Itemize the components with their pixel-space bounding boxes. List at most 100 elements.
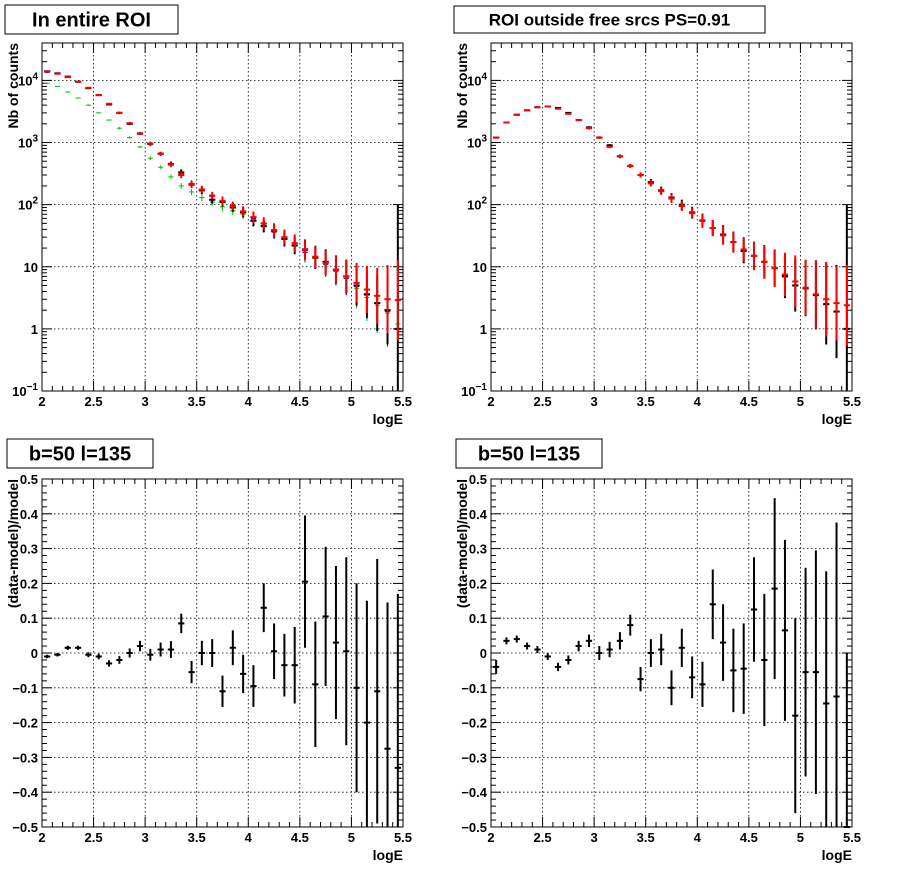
data-point [332,566,340,720]
data-point [833,522,840,827]
y-tick-label: 1 [480,322,487,337]
data-point [384,602,391,827]
x-tick-label: 4.5 [740,394,758,409]
x-axis: 2 2.5 3 3.5 4 4.5 5 5.5 [38,479,412,845]
data-point [792,618,799,814]
panel-title: b=50 l=135 [478,444,580,466]
y-tick-label: −0.1 [461,681,487,696]
y-tick-label: 0.3 [20,542,38,557]
data-point [116,656,123,664]
series-1 [44,82,401,368]
data-point [158,165,164,170]
data-point [85,104,91,106]
data-point [668,194,675,203]
panel-title-box: ROI outside free srcs PS=0.91 [453,5,766,34]
data-point [689,656,696,699]
data-point [312,621,319,747]
y-axis-title: (data-model)/model [454,479,470,608]
data-point [843,653,850,828]
y-tick-label: 0.5 [20,472,38,487]
data-point [260,217,267,230]
data-point [637,666,644,692]
data-point [209,191,216,200]
data-point [812,260,819,329]
title-frame [455,438,603,469]
y-tick-label: 103 [467,134,487,151]
data-point [384,265,391,334]
data-point [260,583,267,633]
data-point [606,145,613,149]
data-point [250,211,257,223]
x-tick-label: 2 [38,830,45,845]
data-point [781,539,789,721]
x-tick-label: 5.5 [394,394,412,409]
data-point [250,665,257,707]
plot-frame [41,42,404,392]
data-point [503,637,510,645]
y-tick-label: 10 [473,260,487,275]
x-tick-label: 2 [487,394,494,409]
x-tick-label: 4.5 [291,830,309,845]
data-point [524,642,531,650]
data-point [270,623,278,680]
panel-title-box: b=50 l=135 [6,438,154,469]
y-tick-label: 0.1 [469,611,487,626]
x-tick-label: 4.5 [740,830,758,845]
plot-panel-3: 2 2.5 3 3.5 4 4.5 5 5.5 −0.5 −0.4 −0.3 −0.2 −0.1 0 0.1… [5,438,412,863]
data-point [126,121,133,125]
data-point [240,654,247,694]
data-point [812,550,819,794]
data-point [322,250,329,276]
data-point [281,633,288,697]
x-axis-title: logE [822,411,852,427]
y-tick-label: 0.3 [469,542,487,557]
data-point [668,670,675,706]
data-point [802,567,809,777]
x-tick-label: 2 [487,830,494,845]
y-tick-label: −0.4 [461,785,487,800]
data-point [178,613,185,634]
data-point [493,659,500,674]
data-point [75,645,82,650]
data-point [534,106,541,109]
data-point [750,241,758,271]
y-tick-label: −0.2 [461,716,487,731]
data-point [105,102,113,105]
y-tick-label: 0 [31,646,38,661]
data-point [198,640,205,666]
data-point [116,126,122,130]
data-point [750,557,758,662]
data-point [699,661,706,707]
data-point [229,630,236,666]
data-point [301,240,309,261]
data-point [585,634,593,648]
data-point [199,193,205,202]
data-point [343,259,350,294]
data-point [281,229,288,245]
x-tick-label: 2.5 [85,394,103,409]
data-point [219,196,226,206]
data-point [647,180,654,187]
data-point [75,80,82,83]
data-point [85,652,92,658]
data-point [493,136,500,139]
y-axis: −0.5 −0.4 −0.3 −0.2 −0.1 0 0.1 0.2 0.3 0.4 0.5 [461,472,852,835]
x-axis: 2 2.5 3 3.5 4 4.5 5 5.5 [487,479,861,845]
data-point [157,642,164,657]
data-point [363,265,370,314]
y-tick-label: −0.5 [12,820,38,835]
x-tick-label: 2 [38,394,45,409]
data-point [730,231,737,253]
data-point [823,261,830,337]
data-point [95,94,102,97]
data-point [544,653,551,660]
data-point [616,632,624,650]
x-tick-label: 3 [142,394,149,409]
data-point [44,70,51,73]
x-tick-label: 3 [591,830,598,845]
data-point [699,213,706,228]
data-point [65,91,71,93]
data-point [64,76,71,79]
data-point [353,263,360,303]
